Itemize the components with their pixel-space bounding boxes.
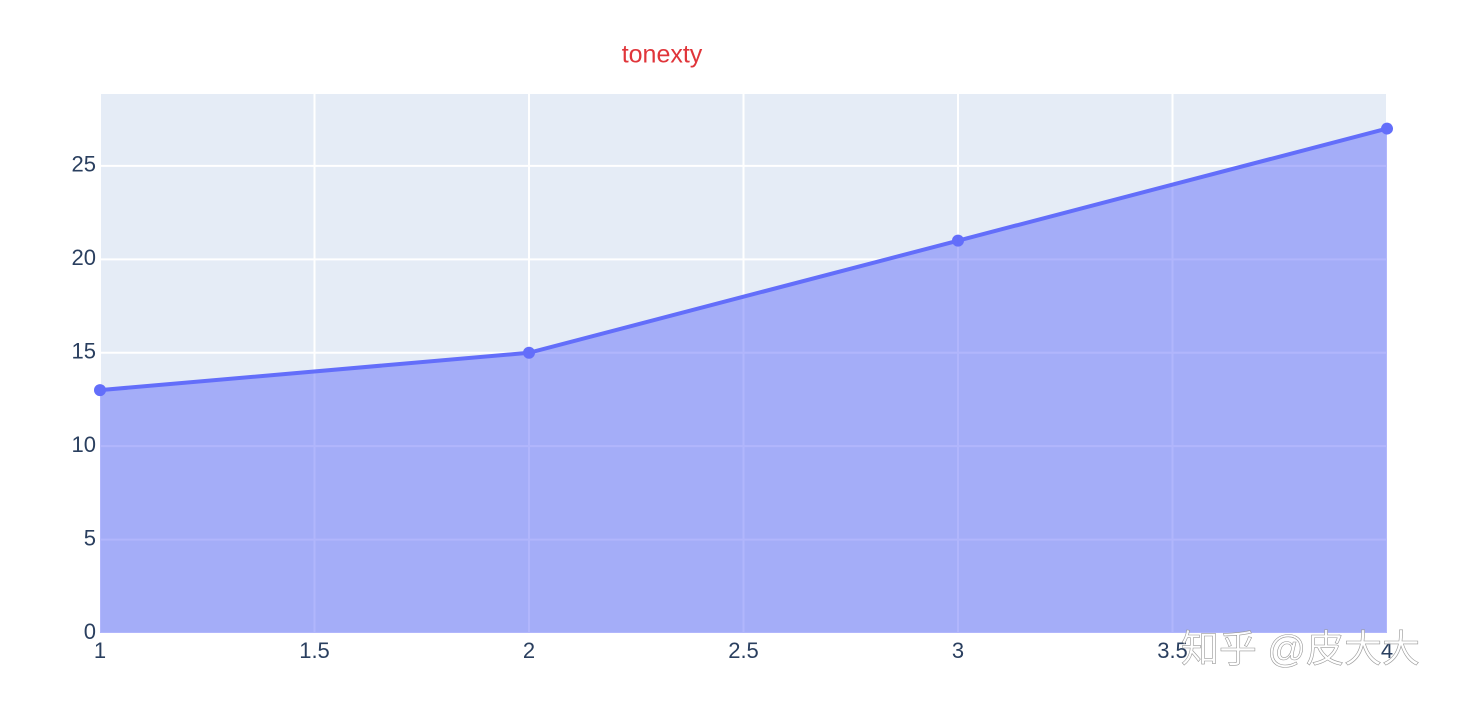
- area-fill: [100, 128, 1387, 633]
- marker: [1381, 122, 1393, 135]
- x-tick-label: 4: [1381, 638, 1393, 663]
- x-tick-label: 1: [94, 638, 106, 663]
- marker: [523, 346, 535, 359]
- y-tick-label: 0: [84, 619, 96, 644]
- y-tick-label: 25: [72, 152, 96, 177]
- y-tick-label: 15: [72, 339, 96, 364]
- marker: [952, 234, 964, 247]
- y-tick-label: 20: [72, 245, 96, 270]
- area-line: [99, 126, 1388, 393]
- x-tick-label: 3: [952, 638, 964, 663]
- x-tick-label: 3.5: [1157, 638, 1188, 663]
- y-tick-label: 10: [72, 432, 96, 457]
- x-tick-label: 1.5: [299, 638, 330, 663]
- marker: [94, 384, 106, 397]
- chart-title: tonexty: [622, 41, 703, 69]
- y-tick-label: 5: [84, 525, 96, 550]
- watermark: 知乎 @皮大大: [1181, 629, 1420, 671]
- x-tick-label: 2.5: [728, 638, 759, 663]
- x-tick-label: 2: [523, 638, 535, 663]
